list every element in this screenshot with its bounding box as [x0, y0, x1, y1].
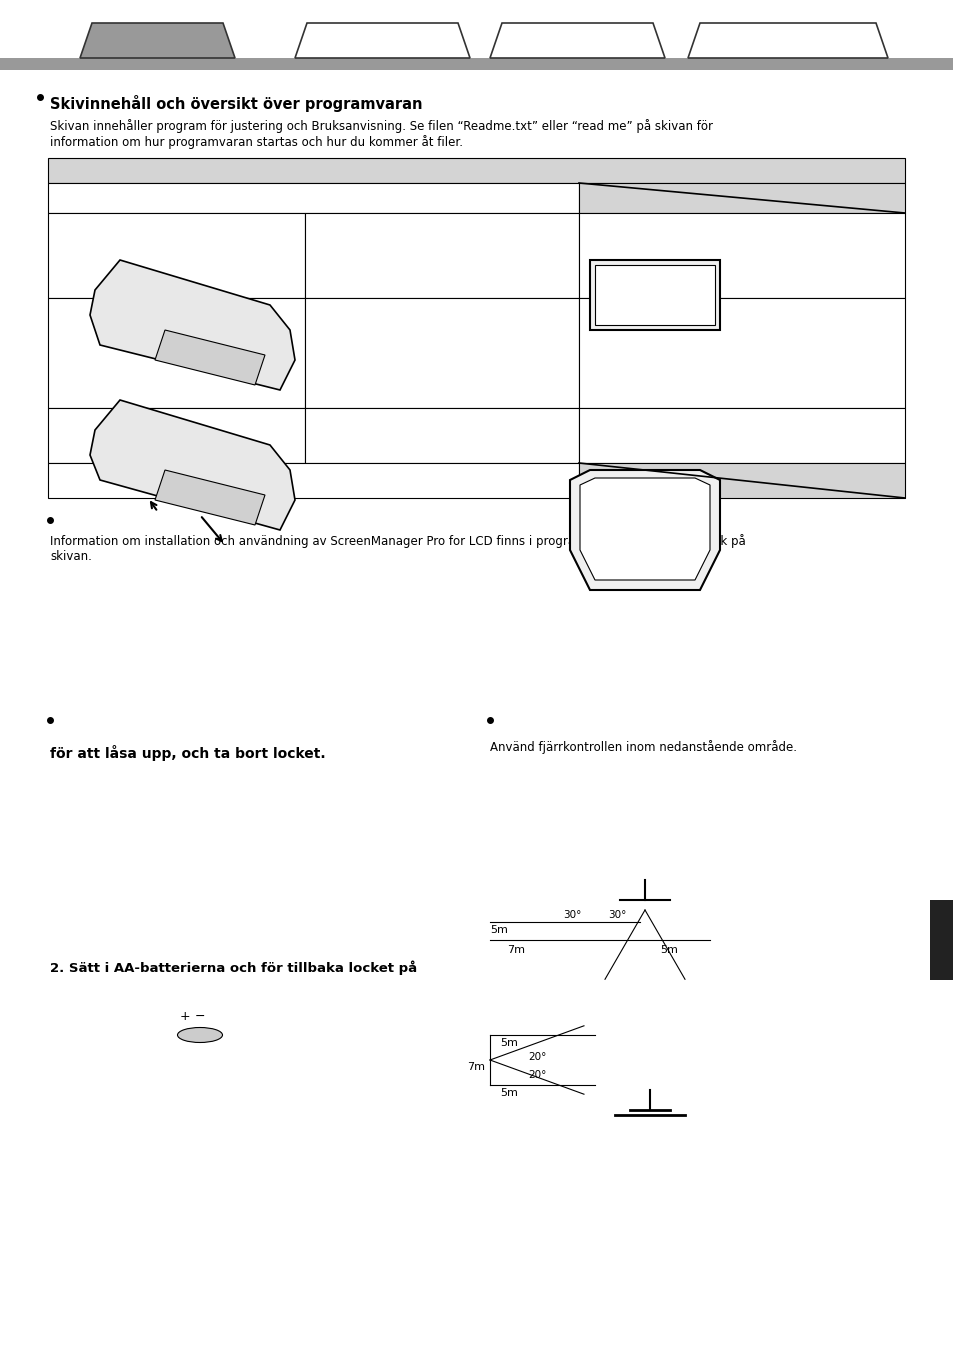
- Bar: [578, 408, 904, 463]
- Bar: [305, 298, 578, 408]
- Bar: [48, 213, 305, 298]
- Bar: [305, 408, 578, 463]
- Text: Skivinnehåll och översikt över programvaran: Skivinnehåll och översikt över programva…: [50, 95, 422, 112]
- Bar: [48, 184, 578, 213]
- Polygon shape: [569, 470, 720, 590]
- Polygon shape: [90, 400, 294, 531]
- Bar: [578, 213, 904, 298]
- Polygon shape: [687, 23, 887, 58]
- Bar: [48, 408, 305, 463]
- Text: information om hur programvaran startas och hur du kommer åt filer.: information om hur programvaran startas …: [50, 135, 462, 148]
- Bar: [305, 213, 578, 298]
- Text: 30°: 30°: [607, 910, 626, 919]
- Bar: [48, 298, 305, 408]
- Text: Skivan innehåller program för justering och Bruksanvisning. Se filen “Readme.txt: Skivan innehåller program för justering …: [50, 119, 712, 132]
- Text: Filen “Readme.txt” eller “read me”: Filen “Readme.txt” eller “read me”: [53, 188, 248, 198]
- Text: för att låsa upp, och ta bort locket.: för att låsa upp, och ta bort locket.: [50, 745, 325, 761]
- Polygon shape: [154, 470, 265, 525]
- Text: 20°: 20°: [527, 1071, 546, 1080]
- Polygon shape: [595, 265, 714, 325]
- Bar: [48, 463, 578, 498]
- Polygon shape: [490, 23, 664, 58]
- Polygon shape: [589, 261, 720, 329]
- Bar: [578, 184, 904, 213]
- Text: −: −: [194, 1010, 205, 1023]
- Text: 20°: 20°: [527, 1052, 546, 1062]
- Text: mönsterfilerna från vår webbplats: mönsterfilerna från vår webbplats: [583, 270, 774, 282]
- Text: Mönsterfiler för skärmjustering: Mönsterfiler för skärmjustering: [53, 217, 226, 228]
- Polygon shape: [80, 23, 234, 58]
- Text: 5m: 5m: [499, 1038, 517, 1048]
- Text: 5m: 5m: [490, 925, 507, 936]
- Polygon shape: [90, 261, 294, 390]
- Text: 5m: 5m: [499, 1088, 517, 1098]
- Text: skivan.: skivan.: [50, 549, 91, 563]
- Bar: [578, 298, 904, 408]
- Polygon shape: [294, 23, 470, 58]
- Bar: [48, 158, 904, 184]
- Text: 7m: 7m: [467, 1062, 484, 1072]
- Text: Information om installation och användning av ScreenManager Pro for LCD finns i : Information om installation och användni…: [50, 535, 745, 548]
- Text: Mer information finns i användarhandboken: Mer information finns i användarhandboke…: [310, 386, 555, 396]
- Polygon shape: [579, 478, 709, 580]
- Text: Användarhandbok för bildskärmen (PDF-fil): Användarhandbok för bildskärmen (PDF-fil…: [53, 471, 294, 481]
- Bar: [578, 463, 904, 498]
- Text: flera fönster.: flera fönster.: [310, 416, 381, 427]
- Bar: [0, 58, 953, 70]
- Bar: [929, 900, 953, 980]
- Polygon shape: [154, 329, 265, 385]
- Text: 7m: 7m: [506, 945, 524, 954]
- Text: 5m: 5m: [659, 945, 678, 954]
- Text: +: +: [179, 1010, 190, 1023]
- Text: 30°: 30°: [562, 910, 580, 919]
- Ellipse shape: [177, 1027, 222, 1042]
- Text: 2. Sätt i AA-batterierna och för tillbaka locket på: 2. Sätt i AA-batterierna och för tillbak…: [50, 960, 416, 975]
- Text: Använd fjärrkontrollen inom nedanstående område.: Använd fjärrkontrollen inom nedanstående…: [490, 740, 796, 753]
